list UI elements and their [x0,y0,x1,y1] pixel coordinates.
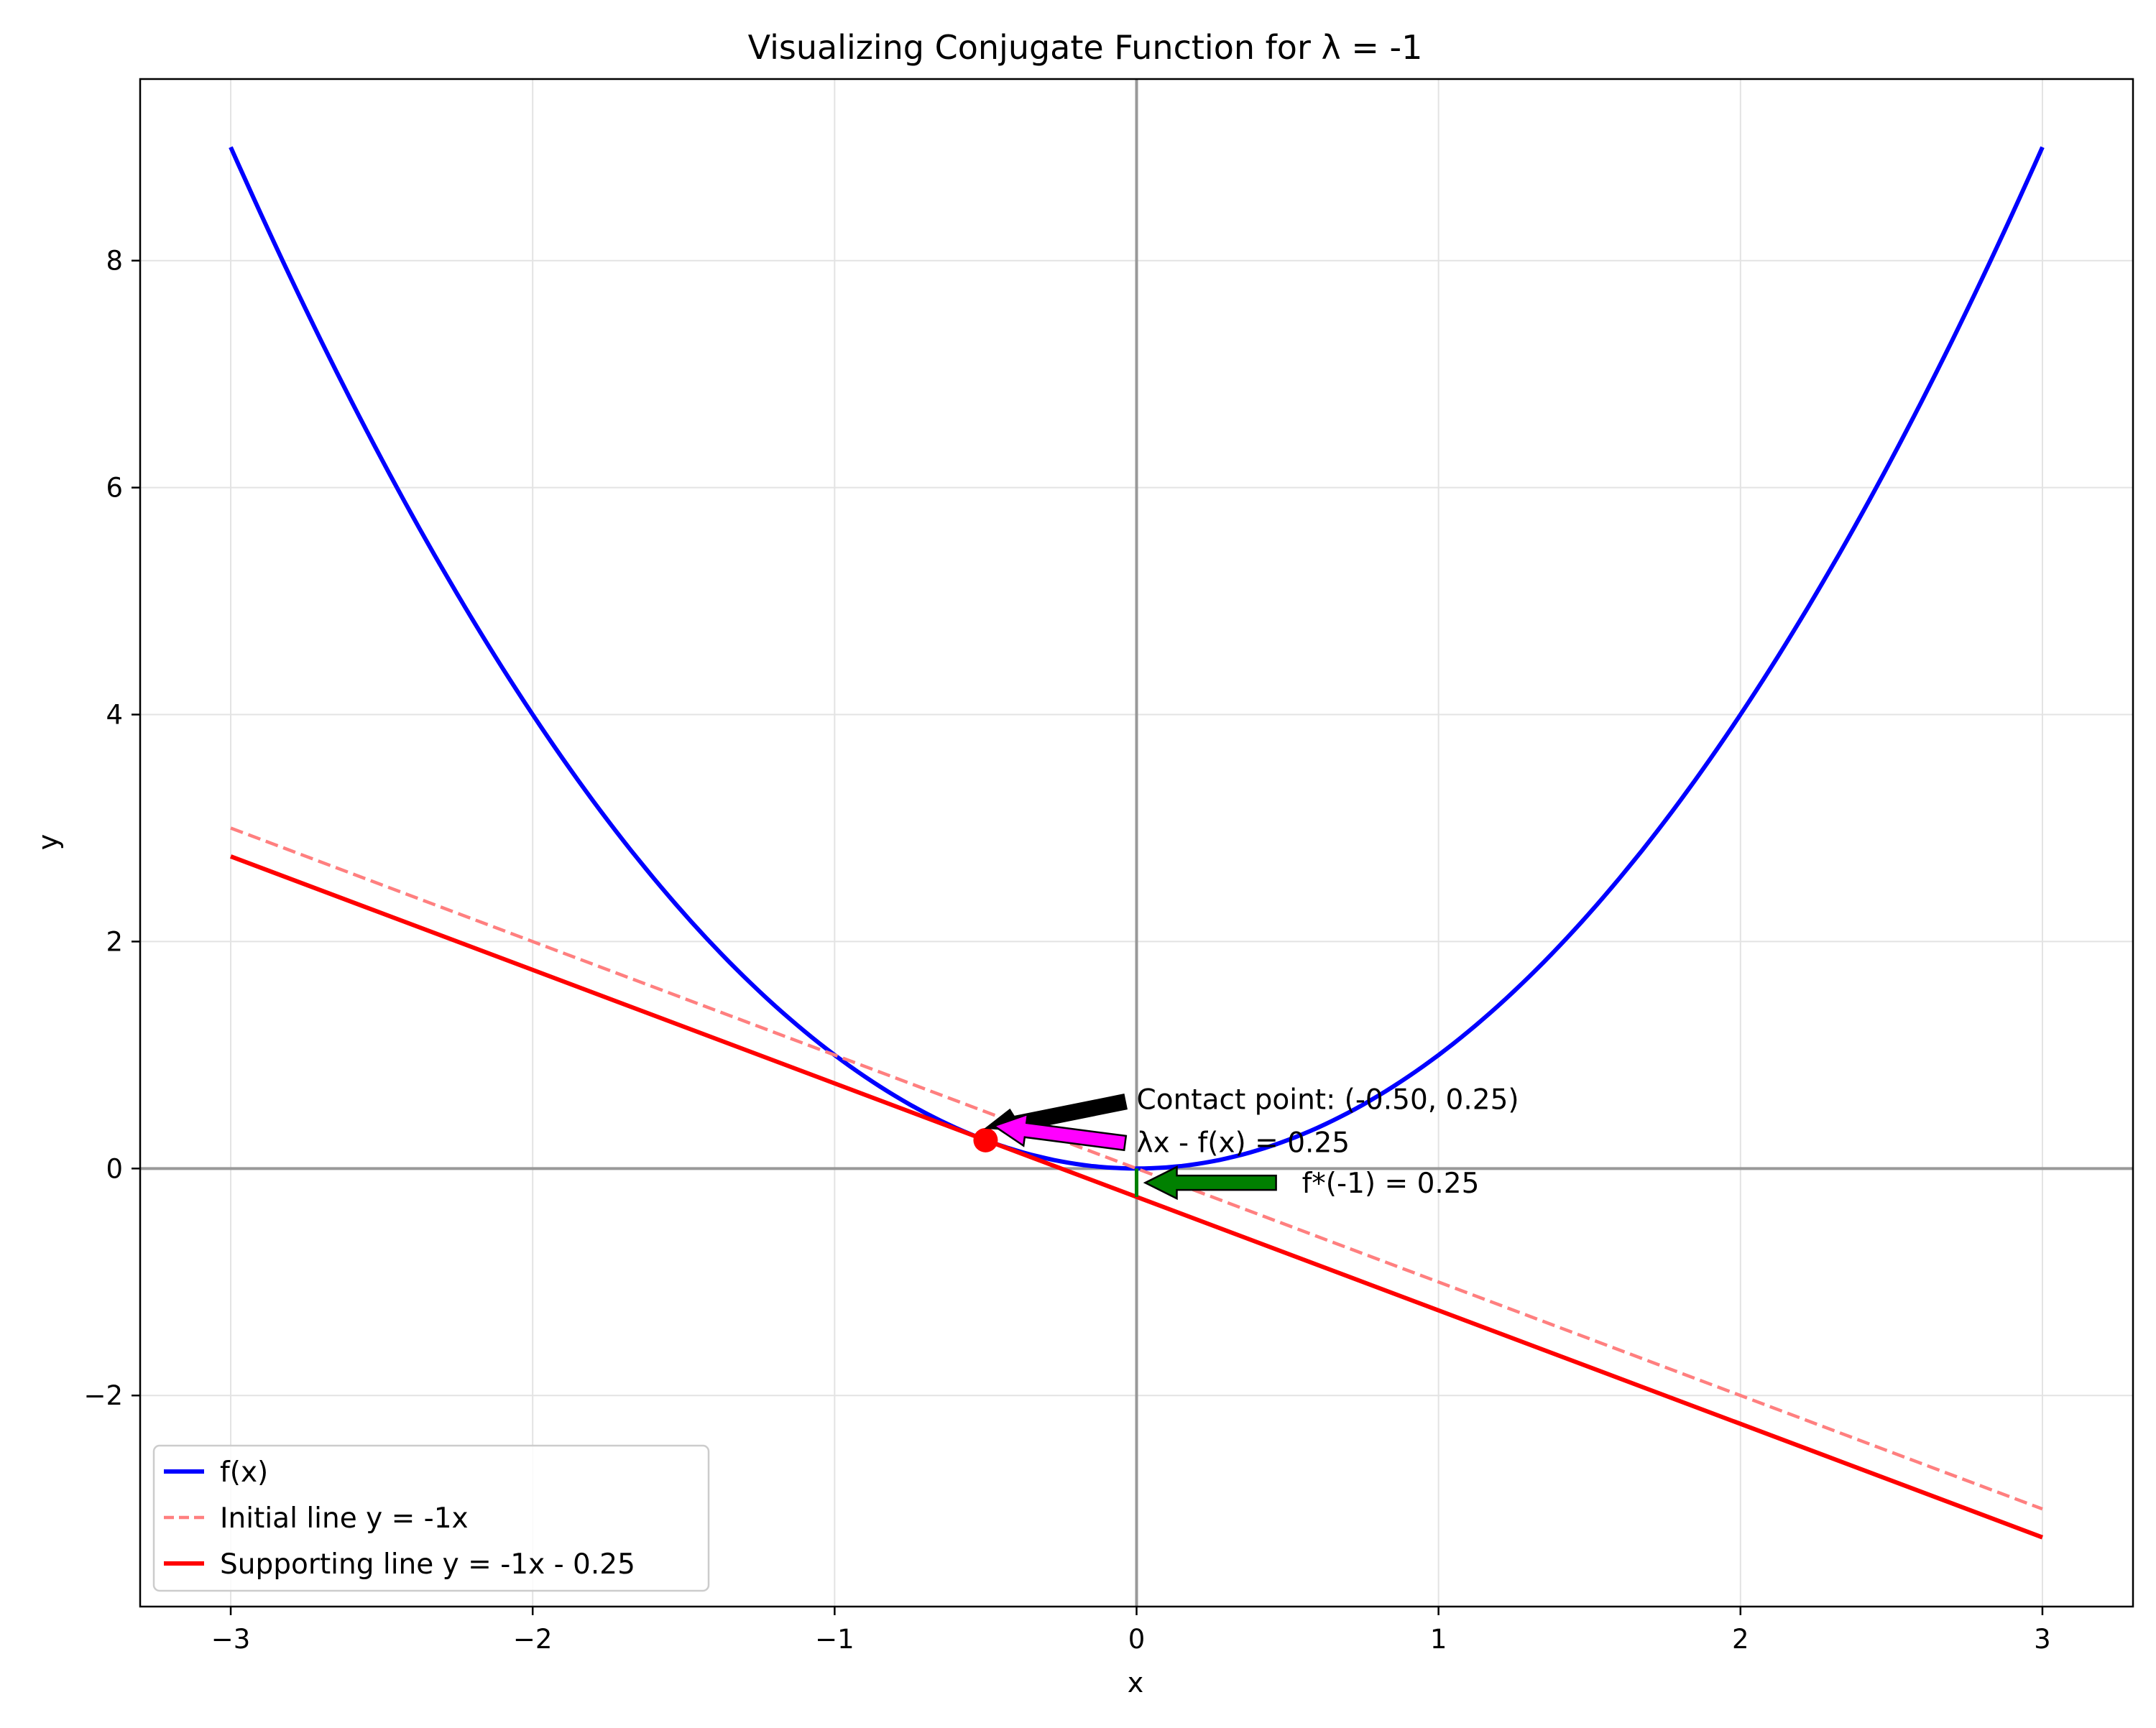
y-axis-label: y [32,834,64,851]
legend-box [152,1444,710,1592]
y-tick-label: 0 [106,1153,123,1184]
chart-title: Visualizing Conjugate Function for λ = -… [748,28,1423,67]
y-tick-label: 8 [106,246,123,277]
x-tick-label: 2 [1732,1624,1749,1655]
annotation-arrow-1 [992,1113,1128,1152]
annotation-text: Contact point: (-0.50, 0.25) [1137,1084,1519,1116]
x-tick-label: 1 [1430,1624,1447,1655]
x-axis-label: x [1128,1667,1144,1699]
annotation-text: λx - f(x) = 0.25 [1137,1127,1350,1159]
x-tick-label: −3 [211,1624,251,1655]
x-tick-label: −2 [513,1624,553,1655]
y-tick-label: 2 [106,926,123,957]
annotation-text: f*(-1) = 0.25 [1302,1168,1480,1200]
plot-area: Contact point: (-0.50, 0.25) λx - f(x) = … [83,78,2134,1655]
x-tick-label: 3 [2034,1624,2051,1655]
series-line-0 [229,146,2045,1171]
y-tick-label: 6 [106,473,123,504]
legend-label-0: f(x) [220,1456,268,1489]
y-tick-label: −2 [83,1380,123,1411]
legend-label-1: Initial line y = -1x [220,1502,469,1535]
series-line-1 [230,826,2043,1511]
y-tick-label: 4 [106,700,123,731]
legend-label-2: Supporting line y = -1x - 0.25 [220,1548,635,1581]
x-tick-label: 0 [1128,1624,1146,1655]
contact-point-marker [973,1127,998,1152]
annotation-arrow-2 [1143,1165,1277,1201]
x-tick-label: −1 [815,1624,854,1655]
legend: f(x) Initial line y = -1x Supporting line … [152,1444,710,1592]
